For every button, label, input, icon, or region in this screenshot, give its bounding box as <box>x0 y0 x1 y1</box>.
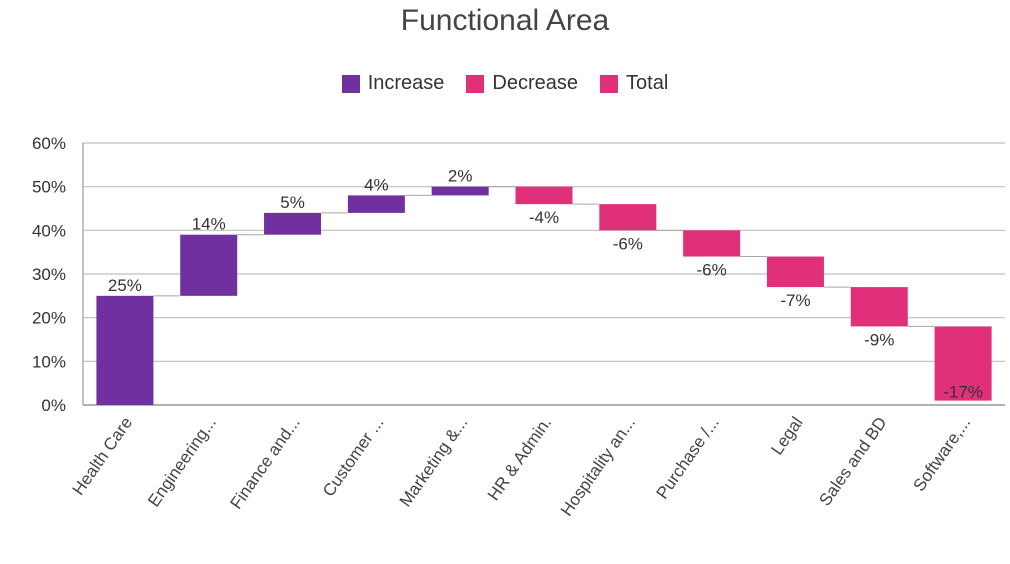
y-tick-label: 0% <box>41 396 66 415</box>
x-category-label: Finance and... <box>226 413 303 512</box>
x-category-label: Marketing &... <box>396 413 472 510</box>
data-label: -17% <box>943 383 983 402</box>
increase-bar <box>431 186 489 196</box>
y-tick-label: 60% <box>32 134 66 153</box>
legend-label-increase: Increase <box>367 72 445 94</box>
legend-swatch-increase <box>341 74 360 93</box>
x-category-label: Sales and BD <box>815 413 890 509</box>
x-category-label: Legal <box>767 413 806 458</box>
x-category-label: Customer ... <box>319 413 388 500</box>
legend-item-increase: Increase <box>341 72 445 95</box>
decrease-bar <box>515 186 573 205</box>
legend-label-decrease: Decrease <box>492 72 579 94</box>
y-tick-label: 40% <box>32 221 66 240</box>
data-label: 4% <box>364 175 389 194</box>
increase-bar <box>347 195 405 213</box>
x-category-label: Hospitality an... <box>557 413 639 519</box>
legend-item-total: Total <box>600 72 668 95</box>
legend: Increase Decrease Total <box>0 72 1010 95</box>
data-label: -4% <box>529 208 559 227</box>
y-tick-label: 20% <box>32 309 66 328</box>
x-axis-categories: Health Care Engineering... Finance and... C… <box>69 413 975 519</box>
data-label: 14% <box>192 215 226 234</box>
x-category-label: HR & Admin. <box>484 413 555 504</box>
data-label: 5% <box>280 193 305 212</box>
legend-swatch-decrease <box>466 74 485 93</box>
decrease-bar <box>766 256 824 288</box>
data-labels: 25% 14% 5% 4% 2% -4% -6% -6% -7% -9% -17% <box>108 167 983 402</box>
bars <box>96 186 992 405</box>
decrease-bar <box>599 204 657 231</box>
decrease-bar <box>934 326 992 401</box>
data-label: -6% <box>697 261 727 280</box>
x-category-label: Health Care <box>69 413 137 498</box>
y-axis-ticks: 0% 10% 20% 30% 40% 50% 60% <box>32 134 66 415</box>
data-label: -7% <box>780 291 810 310</box>
legend-label-total: Total <box>626 72 669 94</box>
legend-item-decrease: Decrease <box>466 72 578 95</box>
x-category-label: Software,... <box>909 413 974 494</box>
increase-bar <box>96 295 154 405</box>
increase-bar <box>180 234 238 296</box>
decrease-bar <box>683 230 741 257</box>
connectors <box>153 186 935 327</box>
y-tick-label: 50% <box>32 178 66 197</box>
y-tick-label: 10% <box>32 352 66 371</box>
x-category-label: Engineering... <box>144 413 220 510</box>
data-label: -9% <box>864 330 894 349</box>
x-category-label: Purchase /... <box>653 413 723 502</box>
data-label: 2% <box>448 167 473 186</box>
decrease-bar <box>850 287 908 327</box>
y-tick-label: 30% <box>32 265 66 284</box>
legend-swatch-total <box>600 74 619 93</box>
data-label: -6% <box>613 234 643 253</box>
increase-bar <box>264 212 322 235</box>
chart-title: Functional Area <box>400 4 610 37</box>
data-label: 25% <box>108 276 142 295</box>
